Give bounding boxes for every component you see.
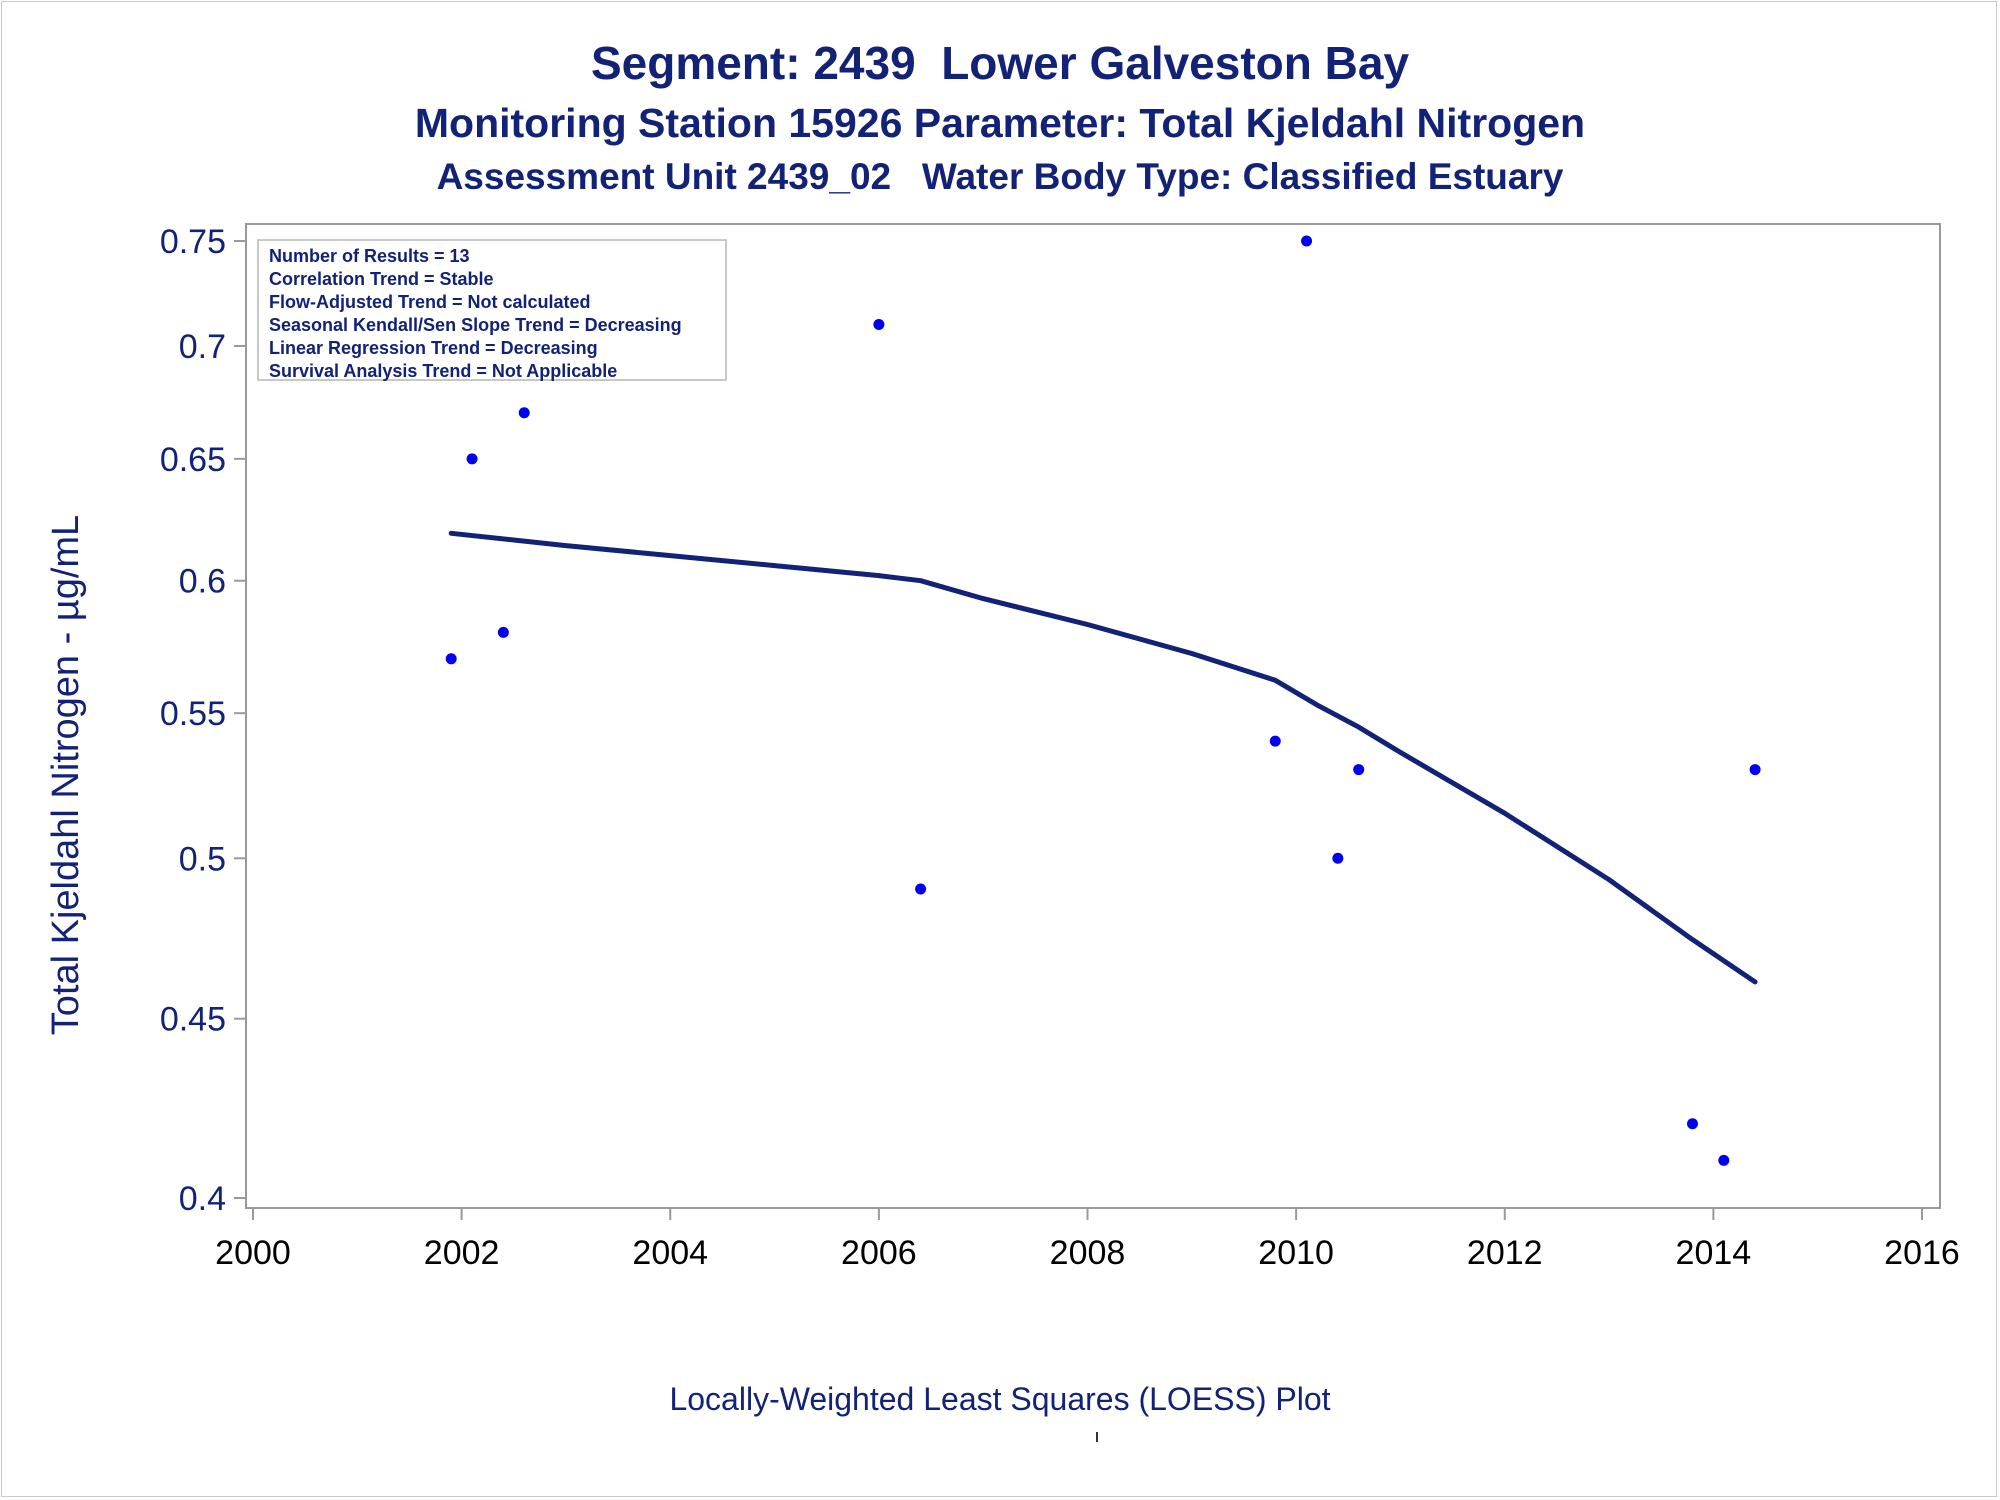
- data-point: [1749, 764, 1761, 776]
- y-tick-label: 0.55: [160, 695, 226, 733]
- y-tick-label: 0.5: [179, 840, 226, 878]
- y-tick-label: 0.65: [160, 441, 226, 479]
- x-tick-label: 2012: [1467, 1234, 1543, 1272]
- data-point: [1332, 852, 1344, 864]
- chart-subtitle-2: Assessment Unit 2439_02 Water Body Type:…: [436, 156, 1564, 197]
- data-point: [497, 626, 509, 638]
- x-tick-label: 2014: [1676, 1234, 1752, 1272]
- stats-line: Correlation Trend = Stable: [269, 269, 494, 289]
- stats-line: Linear Regression Trend = Decreasing: [269, 338, 598, 358]
- x-tick-label: 2002: [424, 1234, 500, 1272]
- x-tick-label: 2008: [1050, 1234, 1126, 1272]
- y-tick-label: 0.6: [179, 563, 226, 601]
- data-point: [466, 453, 478, 465]
- chart-title: Segment: 2439 Lower Galveston Bay: [590, 37, 1410, 89]
- y-tick-label: 0.75: [160, 223, 226, 261]
- x-tick-label: 2000: [215, 1234, 291, 1272]
- data-point: [1353, 764, 1365, 776]
- data-point: [445, 653, 457, 665]
- data-point: [518, 407, 530, 419]
- data-point: [1718, 1154, 1730, 1166]
- y-tick-label: 0.45: [160, 1001, 226, 1039]
- stats-line: Seasonal Kendall/Sen Slope Trend = Decre…: [269, 315, 682, 335]
- x-tick-label: 2006: [841, 1234, 917, 1272]
- data-point: [915, 883, 927, 895]
- data-point: [1269, 735, 1281, 747]
- data-point: [1301, 235, 1313, 247]
- y-axis-label: Total Kjeldahl Nitrogen - µg/mL: [45, 515, 87, 1035]
- plot-caption: Locally-Weighted Least Squares (LOESS) P…: [669, 1381, 1331, 1417]
- stats-line: Survival Analysis Trend = Not Applicable: [269, 361, 618, 381]
- loess-line: [448, 530, 1758, 985]
- data-point: [873, 318, 885, 330]
- x-tick-label: 2010: [1258, 1234, 1334, 1272]
- footer-mark: [1096, 1432, 1098, 1442]
- data-points: [445, 235, 1761, 1166]
- y-tick-label: 0.4: [179, 1180, 226, 1218]
- y-axis-ticks: 0.4 0.45 0.5 0.55 0.6 0.65 0.7 0.75: [160, 223, 246, 1218]
- data-point: [1687, 1118, 1699, 1130]
- y-tick-label: 0.7: [179, 328, 226, 366]
- x-tick-label: 2016: [1884, 1234, 1960, 1272]
- x-axis-ticks: 2000 2002 2004 2006 2008 2010 2012 2014 2016: [215, 1208, 1960, 1272]
- stats-line: Number of Results = 13: [269, 246, 470, 266]
- stats-line: Flow-Adjusted Trend = Not calculated: [269, 292, 591, 312]
- chart-subtitle: Monitoring Station 15926 Parameter: Tota…: [414, 100, 1586, 146]
- stats-box: Number of Results = 13 Correlation Trend…: [257, 239, 727, 381]
- x-tick-label: 2004: [632, 1234, 708, 1272]
